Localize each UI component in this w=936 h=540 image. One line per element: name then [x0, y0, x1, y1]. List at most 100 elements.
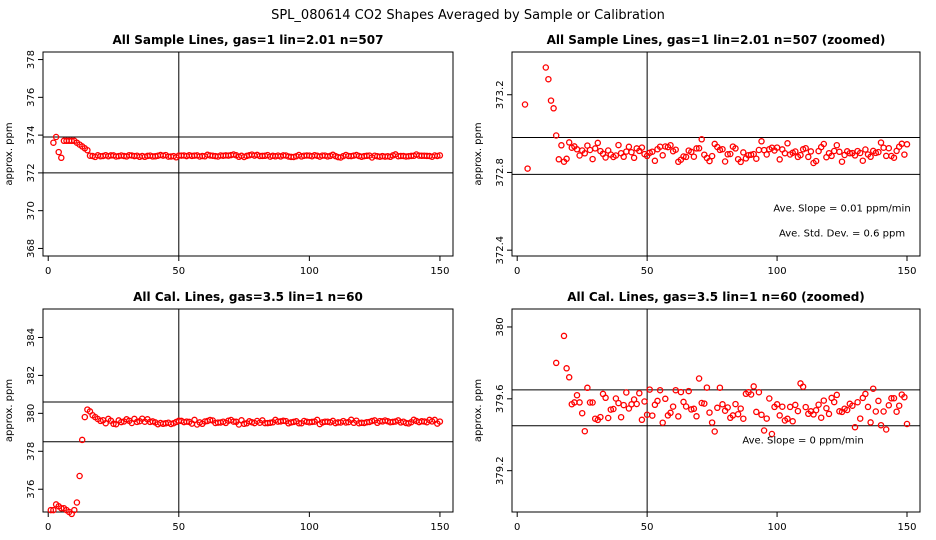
y-tick-label: 368 — [26, 239, 37, 258]
data-point — [628, 148, 635, 156]
data-point — [724, 404, 731, 411]
data-point — [662, 395, 669, 403]
data-point — [563, 365, 570, 372]
data-point — [594, 139, 602, 147]
data-point — [776, 412, 783, 419]
x-tick-label: 50 — [172, 266, 185, 277]
data-point — [695, 375, 703, 382]
data-point — [836, 148, 843, 156]
data-point — [747, 391, 755, 398]
data-point — [672, 146, 679, 153]
y-tick-label: 380 — [26, 404, 37, 423]
data-point — [547, 97, 555, 104]
x-tick-label: 50 — [172, 522, 185, 533]
data-point — [737, 158, 744, 166]
data-point — [649, 412, 656, 419]
data-point — [560, 332, 568, 340]
y-tick-label: 374 — [26, 126, 37, 145]
y-tick-label: 379.2 — [495, 456, 506, 485]
data-point — [183, 418, 190, 425]
data-point — [654, 397, 661, 405]
data-point — [882, 152, 890, 160]
data-point — [615, 399, 622, 407]
data-point — [776, 156, 783, 163]
data-point — [792, 401, 799, 409]
data-point — [55, 148, 62, 156]
data-point — [817, 414, 825, 421]
data-point — [610, 405, 617, 413]
x-tick-label: 150 — [430, 266, 449, 277]
x-tick-label: 150 — [897, 522, 916, 533]
plot-frame — [42, 51, 454, 257]
data-point — [563, 155, 570, 163]
data-point — [888, 395, 895, 402]
chart-panel-1: All Sample Lines, gas=1 lin=2.01 n=507 0 5… — [4, 33, 454, 277]
data-point — [667, 141, 674, 149]
data-point — [732, 400, 739, 408]
y-tick-label: 382 — [26, 366, 37, 385]
data-point — [73, 499, 81, 506]
data-point — [110, 420, 117, 428]
chart-panel-3: All Cal. Lines, gas=3.5 lin=1 n=60 0 50 100… — [4, 290, 454, 533]
y-tick-label: 370 — [26, 201, 37, 220]
y-tick-label: 380 — [495, 317, 506, 336]
y-tick-label: 372 — [26, 163, 37, 182]
x-tick-label: 150 — [430, 522, 449, 533]
data-point — [708, 419, 716, 426]
data-point — [649, 148, 656, 155]
y-axis-label: approx. ppm — [4, 122, 15, 185]
data-point — [784, 140, 791, 147]
chart-title: All Sample Lines, gas=1 lin=2.01 n=507 (… — [547, 33, 886, 47]
y-tick-label: 376 — [26, 480, 37, 499]
data-point — [558, 142, 565, 149]
data-point — [880, 408, 887, 415]
x-tick-label: 50 — [641, 522, 654, 533]
data-point — [342, 419, 350, 426]
data-point — [591, 145, 599, 152]
data-point — [602, 154, 609, 161]
data-point — [903, 420, 911, 428]
data-point — [885, 402, 893, 409]
data-point — [630, 154, 638, 162]
data-point — [576, 152, 583, 159]
data-point — [828, 152, 835, 160]
chart-panel-4: All Cal. Lines, gas=3.5 lin=1 n=60 (zoom… — [473, 290, 921, 533]
data-point — [617, 413, 625, 421]
data-point — [573, 391, 581, 399]
data-point — [869, 385, 877, 392]
data-point — [825, 410, 833, 418]
data-point — [690, 405, 698, 413]
data-point — [755, 146, 763, 154]
data-point — [659, 152, 666, 159]
data-point — [76, 472, 83, 480]
data-point — [589, 399, 596, 406]
x-tick-label: 0 — [514, 522, 520, 533]
data-point — [760, 427, 768, 434]
y-tick-label: 384 — [26, 328, 37, 347]
data-point — [47, 506, 55, 514]
data-point — [856, 415, 864, 422]
data-point — [586, 146, 594, 154]
data-point — [794, 407, 802, 415]
data-point — [867, 419, 874, 426]
data-point — [851, 423, 859, 431]
data-point — [753, 408, 760, 416]
data-point — [206, 416, 214, 424]
x-tick-label: 100 — [768, 266, 787, 277]
data-point — [747, 151, 755, 158]
data-point — [750, 150, 757, 158]
data-point — [633, 400, 640, 408]
y-tick-label: 373.2 — [495, 80, 506, 109]
data-point — [688, 148, 695, 156]
data-point — [698, 399, 705, 407]
data-point — [50, 139, 57, 146]
data-point — [812, 157, 820, 165]
data-point — [903, 141, 911, 148]
data-point — [867, 153, 874, 161]
data-point — [893, 408, 900, 415]
data-point — [812, 406, 820, 414]
data-point — [651, 157, 659, 165]
data-point — [604, 414, 612, 422]
chart-title: All Cal. Lines, gas=3.5 lin=1 n=60 (zoom… — [567, 290, 865, 304]
data-point — [581, 150, 589, 157]
